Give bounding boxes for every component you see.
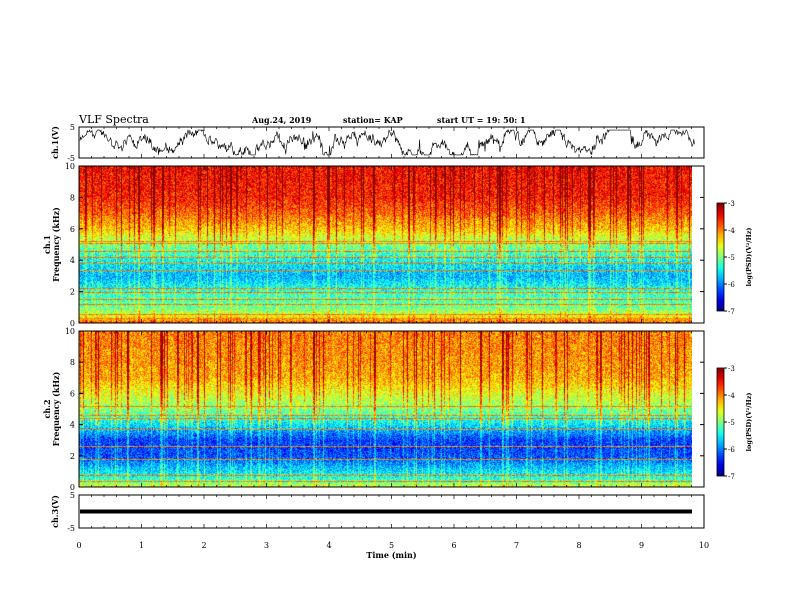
ch2-spectrogram-panel: 0 2 4 6 8 10 ch.2Frequency (kHz) (42, 327, 705, 492)
x-tick-label: 2 (201, 541, 206, 550)
y-tick-label: 8 (70, 193, 75, 202)
ch1-series-line (79, 128, 695, 156)
y-axis-label: ch.3(V) (50, 495, 60, 528)
x-tick-label: 6 (451, 541, 456, 550)
y-axis-label-line: Frequency (kHz) (51, 207, 61, 282)
y-axis-label-line: ch.1 (42, 235, 52, 254)
colorbar-label: log(PSD)(V²/Hz) (745, 228, 753, 287)
ch3-waveform-panel: 5 -5 ch.3(V) (50, 491, 705, 533)
y-tick-label: 0 (70, 319, 75, 328)
colorbar-tick-label: -5 (728, 254, 735, 262)
figure-title: VLF Spectra (78, 113, 149, 126)
x-tick-label: 8 (576, 541, 581, 550)
colorbar-tick-label: -5 (728, 419, 735, 427)
date-label: Aug.24, 2019 (251, 115, 312, 125)
time-axis: 0 1 2 3 4 5 6 7 8 9 10 Time (min) (76, 541, 709, 560)
ch2-colorbar (716, 367, 725, 477)
x-tick-label: 0 (76, 541, 81, 550)
panel-frame (78, 126, 705, 159)
ch1-spectrogram-panel: 0 2 4 6 8 10 ch.1Frequency (kHz) (42, 162, 705, 328)
y-axis-label-line: Frequency (kHz) (51, 371, 61, 446)
y-tick-label: 10 (65, 162, 75, 171)
y-tick-label: 5 (70, 123, 75, 132)
y-tick-label: 5 (70, 491, 75, 500)
colorbar-tick-label: -3 (728, 200, 735, 208)
colorbar-tick-label: -3 (728, 365, 735, 373)
y-axis-label-line: ch.3(V) (50, 495, 60, 528)
y-axis-label-line: ch.1(V) (50, 126, 60, 159)
x-axis-label: Time (min) (366, 550, 416, 560)
y-tick-label: 2 (70, 288, 75, 297)
colorbar-tick-label: -6 (728, 446, 735, 454)
y-tick-label: 6 (70, 225, 75, 234)
station-label: station= KAP (343, 115, 403, 125)
y-tick-label: 2 (70, 452, 75, 461)
start-time-label: start UT = 19: 50: 1 (437, 115, 526, 125)
colorbar-tick-label: -6 (728, 281, 735, 289)
x-tick-label: 7 (514, 541, 519, 550)
y-tick-label: 6 (70, 389, 75, 398)
x-tick-label: 3 (264, 541, 269, 550)
colorbar-label: log(PSD)(V²/Hz) (745, 393, 753, 452)
colorbars: -3 -4 -5 -6 -7 log(PSD)(V²/Hz) -3 -4 -5 -6 -7 log(P… (716, 200, 753, 481)
y-tick-label: 0 (70, 483, 75, 492)
ch1-heatmap (79, 166, 692, 323)
y-tick-label: 10 (65, 327, 75, 336)
y-tick-label: -5 (67, 524, 75, 533)
x-tick-label: 9 (639, 541, 644, 550)
y-axis-label-line: ch.2 (42, 399, 52, 418)
ch1-waveform-panel: 5 -5 ch.1(V) (50, 123, 705, 163)
y-tick-label: 4 (70, 421, 75, 430)
colorbar-tick-label: -7 (728, 308, 735, 316)
colorbar-tick-label: -4 (728, 392, 735, 400)
y-axis-label: ch.1Frequency (kHz) (42, 207, 61, 282)
colorbar-tick-label: -7 (728, 473, 735, 481)
y-tick-label: -5 (67, 154, 75, 163)
y-axis-label: ch.2Frequency (kHz) (42, 371, 61, 446)
ch1-colorbar (716, 202, 725, 312)
y-tick-label: 8 (70, 358, 75, 367)
colorbar-tick-label: -4 (728, 227, 735, 235)
y-tick-label: 4 (70, 256, 75, 265)
x-tick-label: 4 (326, 541, 331, 550)
x-tick-label: 5 (389, 541, 394, 550)
x-tick-label: 10 (699, 541, 709, 550)
x-tick-label: 1 (139, 541, 144, 550)
y-axis-label: ch.1(V) (50, 126, 60, 159)
ch2-heatmap (79, 331, 692, 487)
